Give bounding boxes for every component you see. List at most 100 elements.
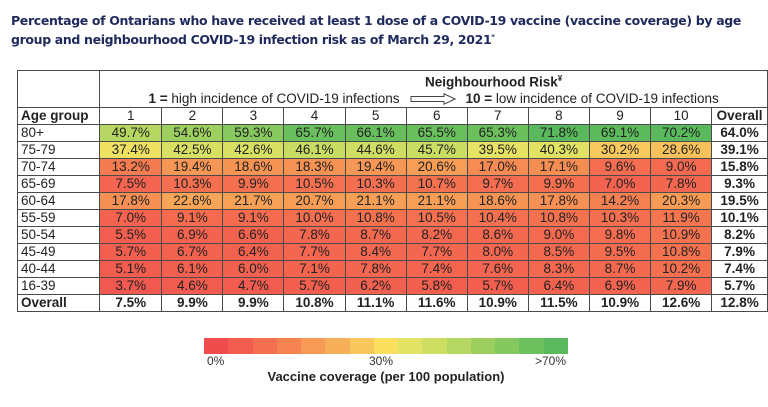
page-title: Percentage of Ontarians who have receive…	[11, 12, 751, 48]
low-label-num: 10 =	[465, 90, 493, 106]
heatmap-cell: 6.9%	[588, 276, 652, 295]
heatmap-cell: 4.6%	[161, 276, 224, 295]
risk-column-header-2: 2	[161, 106, 224, 125]
heatmap-cell: 8.0%	[466, 242, 529, 261]
row-overall-cell: 39.1%	[711, 140, 768, 159]
heatmap-cell: 9.1%	[161, 208, 224, 227]
legend-ticks: 0% 30% >70%	[204, 354, 568, 368]
heatmap-cell: 5.1%	[99, 259, 163, 278]
heatmap-cell: 8.5%	[527, 242, 590, 261]
heatmap-cell: 21.7%	[222, 191, 285, 210]
row-overall-cell: 19.5%	[711, 191, 768, 210]
heatmap-cell: 19.4%	[161, 157, 224, 176]
risk-column-header-3: 3	[222, 106, 285, 125]
heatmap-cell: 9.0%	[527, 225, 590, 244]
table-row: 70-74 13.2% 19.4% 18.6% 18.3% 19.4% 20.6% 17.0%…	[16, 157, 768, 176]
age-group-label: 75-79	[16, 140, 101, 159]
overall-risk-cell: 11.1%	[344, 293, 407, 312]
row-overall-cell: 7.9%	[711, 242, 768, 261]
heatmap-cell: 37.4%	[99, 140, 163, 159]
legend-swatch-0	[204, 338, 229, 354]
heatmap-cell: 3.7%	[99, 276, 163, 295]
high-incidence-label: 1 = high incidence of COVID-19 infection…	[148, 91, 399, 107]
low-label-text: low incidence of COVID-19 infections	[492, 90, 719, 106]
heatmap-cell: 46.1%	[283, 140, 346, 159]
legend-swatch-3	[276, 338, 302, 354]
heatmap-cell: 70.2%	[650, 123, 713, 142]
heatmap-cell: 9.8%	[588, 225, 652, 244]
coverage-table: Neighbourhood Risk¥ 1 = high incidence o…	[16, 70, 768, 312]
heatmap-cell: 20.3%	[650, 191, 713, 210]
overall-risk-cell: 9.9%	[222, 293, 285, 312]
risk-column-header-4: 4	[283, 106, 346, 125]
row-overall-cell: 8.2%	[711, 225, 768, 244]
heatmap-cell: 7.6%	[466, 259, 529, 278]
risk-column-header-8: 8	[527, 106, 590, 125]
neighbourhood-risk-header: Neighbourhood Risk¥ 1 = high incidence o…	[99, 70, 768, 108]
heatmap-cell: 9.1%	[222, 208, 285, 227]
risk-column-header-10: 10	[650, 106, 713, 125]
legend-tick-1: 30%	[369, 354, 394, 368]
heatmap-cell: 40.3%	[527, 140, 590, 159]
right-arrow-icon	[410, 92, 456, 105]
heatmap-cell: 18.6%	[222, 157, 285, 176]
table-row: 60-64 17.8% 22.6% 21.7% 20.7% 21.1% 21.1% 18.6%…	[16, 191, 768, 210]
table-row: 45-49 5.7% 6.7% 6.4% 7.7% 8.4% 7.7% 8.0% 8.5% 9.5…	[16, 242, 768, 261]
heatmap-cell: 7.7%	[405, 242, 468, 261]
heatmap-cell: 6.6%	[222, 225, 285, 244]
heatmap-cell: 8.6%	[466, 225, 529, 244]
heatmap-cell: 20.7%	[283, 191, 346, 210]
age-group-label: Overall	[16, 293, 101, 312]
table-row: 55-59 7.0% 9.1% 9.1% 10.0% 10.8% 10.5% 10.4% 10.…	[16, 208, 768, 227]
heatmap-cell: 22.6%	[161, 191, 224, 210]
heatmap-cell: 69.1%	[588, 123, 652, 142]
risk-column-header-6: 6	[405, 106, 468, 125]
heatmap-cell: 7.4%	[405, 259, 468, 278]
heatmap-cell: 10.4%	[466, 208, 529, 227]
row-overall-cell: 5.7%	[711, 276, 768, 295]
heatmap-cell: 9.9%	[527, 174, 590, 193]
high-label-num: 1 =	[148, 90, 168, 106]
heatmap-cell: 10.3%	[344, 174, 407, 193]
table-row: 80+ 49.7% 54.6% 59.3% 65.7% 66.1% 65.5% 65.3% 71…	[16, 123, 768, 142]
heatmap-cell: 71.8%	[527, 123, 590, 142]
header-risk-row: Neighbourhood Risk¥ 1 = high incidence o…	[16, 70, 768, 108]
heatmap-cell: 9.0%	[650, 157, 713, 176]
legend-tick-0: 0%	[207, 354, 225, 368]
heatmap-cell: 7.0%	[588, 174, 652, 193]
heatmap-cell: 7.8%	[344, 259, 407, 278]
legend-swatch-6	[349, 338, 374, 354]
heatmap-cell: 65.3%	[466, 123, 529, 142]
heatmap-cell: 9.6%	[588, 157, 652, 176]
legend-swatch-10	[446, 338, 471, 354]
table-row: 40-44 5.1% 6.1% 6.0% 7.1% 7.8% 7.4% 7.6% 8.3% 8.7…	[16, 259, 768, 278]
heatmap-cell: 5.8%	[405, 276, 468, 295]
heatmap-cell: 5.5%	[99, 225, 163, 244]
heatmap-cell: 7.1%	[283, 259, 346, 278]
heatmap-cell: 17.8%	[527, 191, 590, 210]
age-group-label: 60-64	[16, 191, 101, 210]
row-overall-cell: 64.0%	[711, 123, 768, 142]
overall-risk-cell: 7.5%	[99, 293, 163, 312]
heatmap-cell: 9.7%	[466, 174, 529, 193]
row-overall-cell: 9.3%	[711, 174, 768, 193]
high-label-text: high incidence of COVID-19 infections	[167, 90, 400, 106]
legend-swatch-7	[373, 338, 399, 354]
heatmap-cell: 59.3%	[222, 123, 285, 142]
row-overall-cell: 10.1%	[711, 208, 768, 227]
heatmap-cell: 39.5%	[466, 140, 529, 159]
legend-color-scale	[204, 338, 568, 354]
heatmap-cell: 5.7%	[466, 276, 529, 295]
risk-column-header-7: 7	[466, 106, 529, 125]
risk-title: Neighbourhood Risk¥	[101, 71, 767, 90]
heatmap-cell: 9.9%	[222, 174, 285, 193]
risk-column-header-9: 9	[588, 106, 652, 125]
heatmap-cell: 8.2%	[405, 225, 468, 244]
heatmap-cell: 17.1%	[527, 157, 590, 176]
table-row: 50-54 5.5% 6.9% 6.6% 7.8% 8.7% 8.2% 8.6% 9.0% 9.8…	[16, 225, 768, 244]
table-row: 75-79 37.4% 42.5% 42.6% 46.1% 44.6% 45.7% 39.5%…	[16, 140, 768, 159]
legend-swatch-8	[398, 338, 423, 354]
heatmap-cell: 19.4%	[344, 157, 407, 176]
heatmap-cell: 21.1%	[405, 191, 468, 210]
heatmap-cell: 13.2%	[99, 157, 163, 176]
